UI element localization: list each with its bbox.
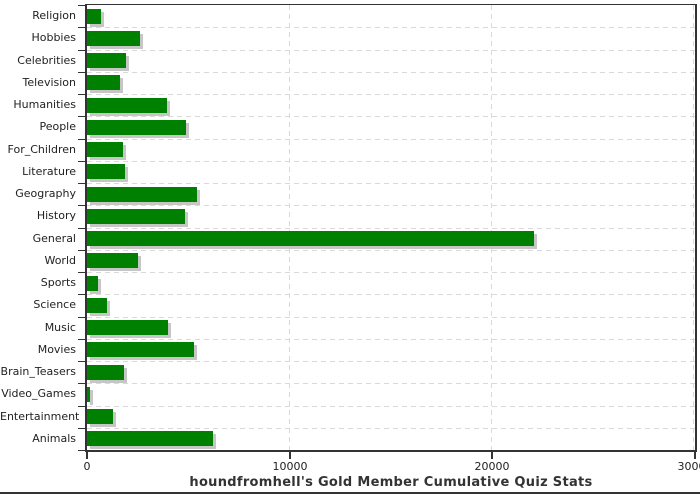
y-tick [78,116,85,117]
x-tick-label: 20000 [474,460,510,473]
category-label: Literature [22,165,76,178]
y-tick [78,294,85,295]
bar-for_children [87,142,123,157]
y-tick [78,450,85,451]
h-gridline [87,406,695,407]
category-label: Sports [40,276,76,289]
bar-people [87,120,186,135]
y-tick [78,161,85,162]
bar-brain_teasers [87,365,124,380]
bar-humanities [87,98,167,113]
bar-religion [87,9,101,24]
x-tick [491,452,493,459]
h-gridline [87,139,695,140]
bar-geography [87,187,197,202]
category-label: For_Children [7,143,76,156]
x-tick-label: 10000 [272,460,308,473]
y-tick [78,272,85,273]
category-label: Video_Games [1,387,76,400]
category-label: Humanities [13,98,76,111]
bar-hobbies [87,31,140,46]
h-gridline [87,27,695,28]
plot-area [85,4,697,452]
v-gridline [491,5,492,450]
bar-literature [87,164,125,179]
y-tick [78,50,85,51]
h-gridline [87,428,695,429]
chart-title: houndfromhell's Gold Member Cumulative Q… [189,475,593,490]
h-gridline [87,294,695,295]
h-gridline [87,228,695,229]
bar-sports [87,276,98,291]
y-tick [78,250,85,251]
category-label: Music [44,321,76,334]
x-tick-label: 30000 [677,460,700,473]
y-tick [78,406,85,407]
category-label: Animals [32,432,76,445]
category-label: Entertainment [0,410,80,423]
y-tick [78,183,85,184]
h-gridline [87,72,695,73]
y-tick [78,361,85,362]
category-label: Television [22,76,77,89]
h-gridline [87,272,695,273]
h-gridline [87,50,695,51]
h-gridline [87,183,695,184]
v-gridline [693,5,694,450]
h-gridline [87,250,695,251]
y-tick [78,27,85,28]
y-tick [78,72,85,73]
bar-television [87,75,120,90]
y-tick [78,339,85,340]
bar-music [87,320,168,335]
y-tick [78,428,85,429]
category-label: World [44,254,76,267]
bar-movies [87,342,194,357]
category-label: History [36,209,76,222]
x-tick [694,452,696,459]
h-gridline [87,317,695,318]
bottom-rule [0,492,700,494]
y-tick [78,228,85,229]
category-label: Brain_Teasers [0,365,76,378]
y-tick [78,205,85,206]
bar-science [87,298,107,313]
bar-video_games [87,387,90,402]
category-label: General [32,232,76,245]
x-tick-label: 0 [83,460,91,473]
category-label: Science [33,298,76,311]
h-gridline [87,94,695,95]
bar-history [87,209,185,224]
category-label: Hobbies [31,31,76,44]
h-gridline [87,383,695,384]
h-gridline [87,339,695,340]
bar-celebrities [87,53,126,68]
bar-animals [87,431,213,446]
category-label: Geography [15,187,76,200]
y-tick [78,5,85,6]
bar-general [87,231,534,246]
category-label: Religion [32,9,76,22]
category-label: Celebrities [17,54,76,67]
x-tick [289,452,291,459]
y-tick [78,94,85,95]
h-gridline [87,361,695,362]
h-gridline [87,116,695,117]
h-gridline [87,205,695,206]
bar-entertainment [87,409,113,424]
category-label: People [39,120,76,133]
y-tick [78,317,85,318]
v-gridline [289,5,290,450]
h-gridline [87,161,695,162]
x-tick [86,452,88,459]
y-tick [78,139,85,140]
bar-world [87,253,138,268]
y-tick [78,383,85,384]
category-label: Movies [37,343,76,356]
